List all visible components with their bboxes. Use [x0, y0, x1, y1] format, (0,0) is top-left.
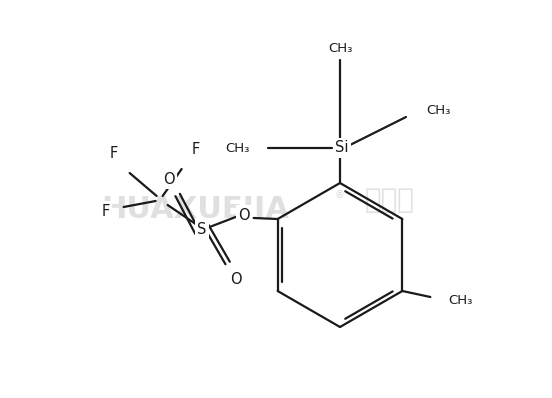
Text: HUAXUEJIA: HUAXUEJIA [101, 195, 289, 224]
Text: F: F [192, 142, 200, 158]
Text: O: O [238, 207, 250, 222]
Text: O: O [163, 172, 174, 187]
Text: CH₃: CH₃ [448, 295, 473, 308]
Text: O: O [230, 271, 241, 287]
Text: Si: Si [335, 140, 349, 156]
Text: S: S [197, 222, 206, 236]
Text: F: F [102, 203, 110, 219]
Text: 化学加: 化学加 [365, 186, 415, 214]
Text: F: F [109, 146, 118, 162]
Text: CH₃: CH₃ [328, 41, 352, 55]
Text: CH₃: CH₃ [226, 142, 250, 154]
Text: ®: ® [335, 190, 345, 200]
Text: CH₃: CH₃ [426, 103, 450, 117]
